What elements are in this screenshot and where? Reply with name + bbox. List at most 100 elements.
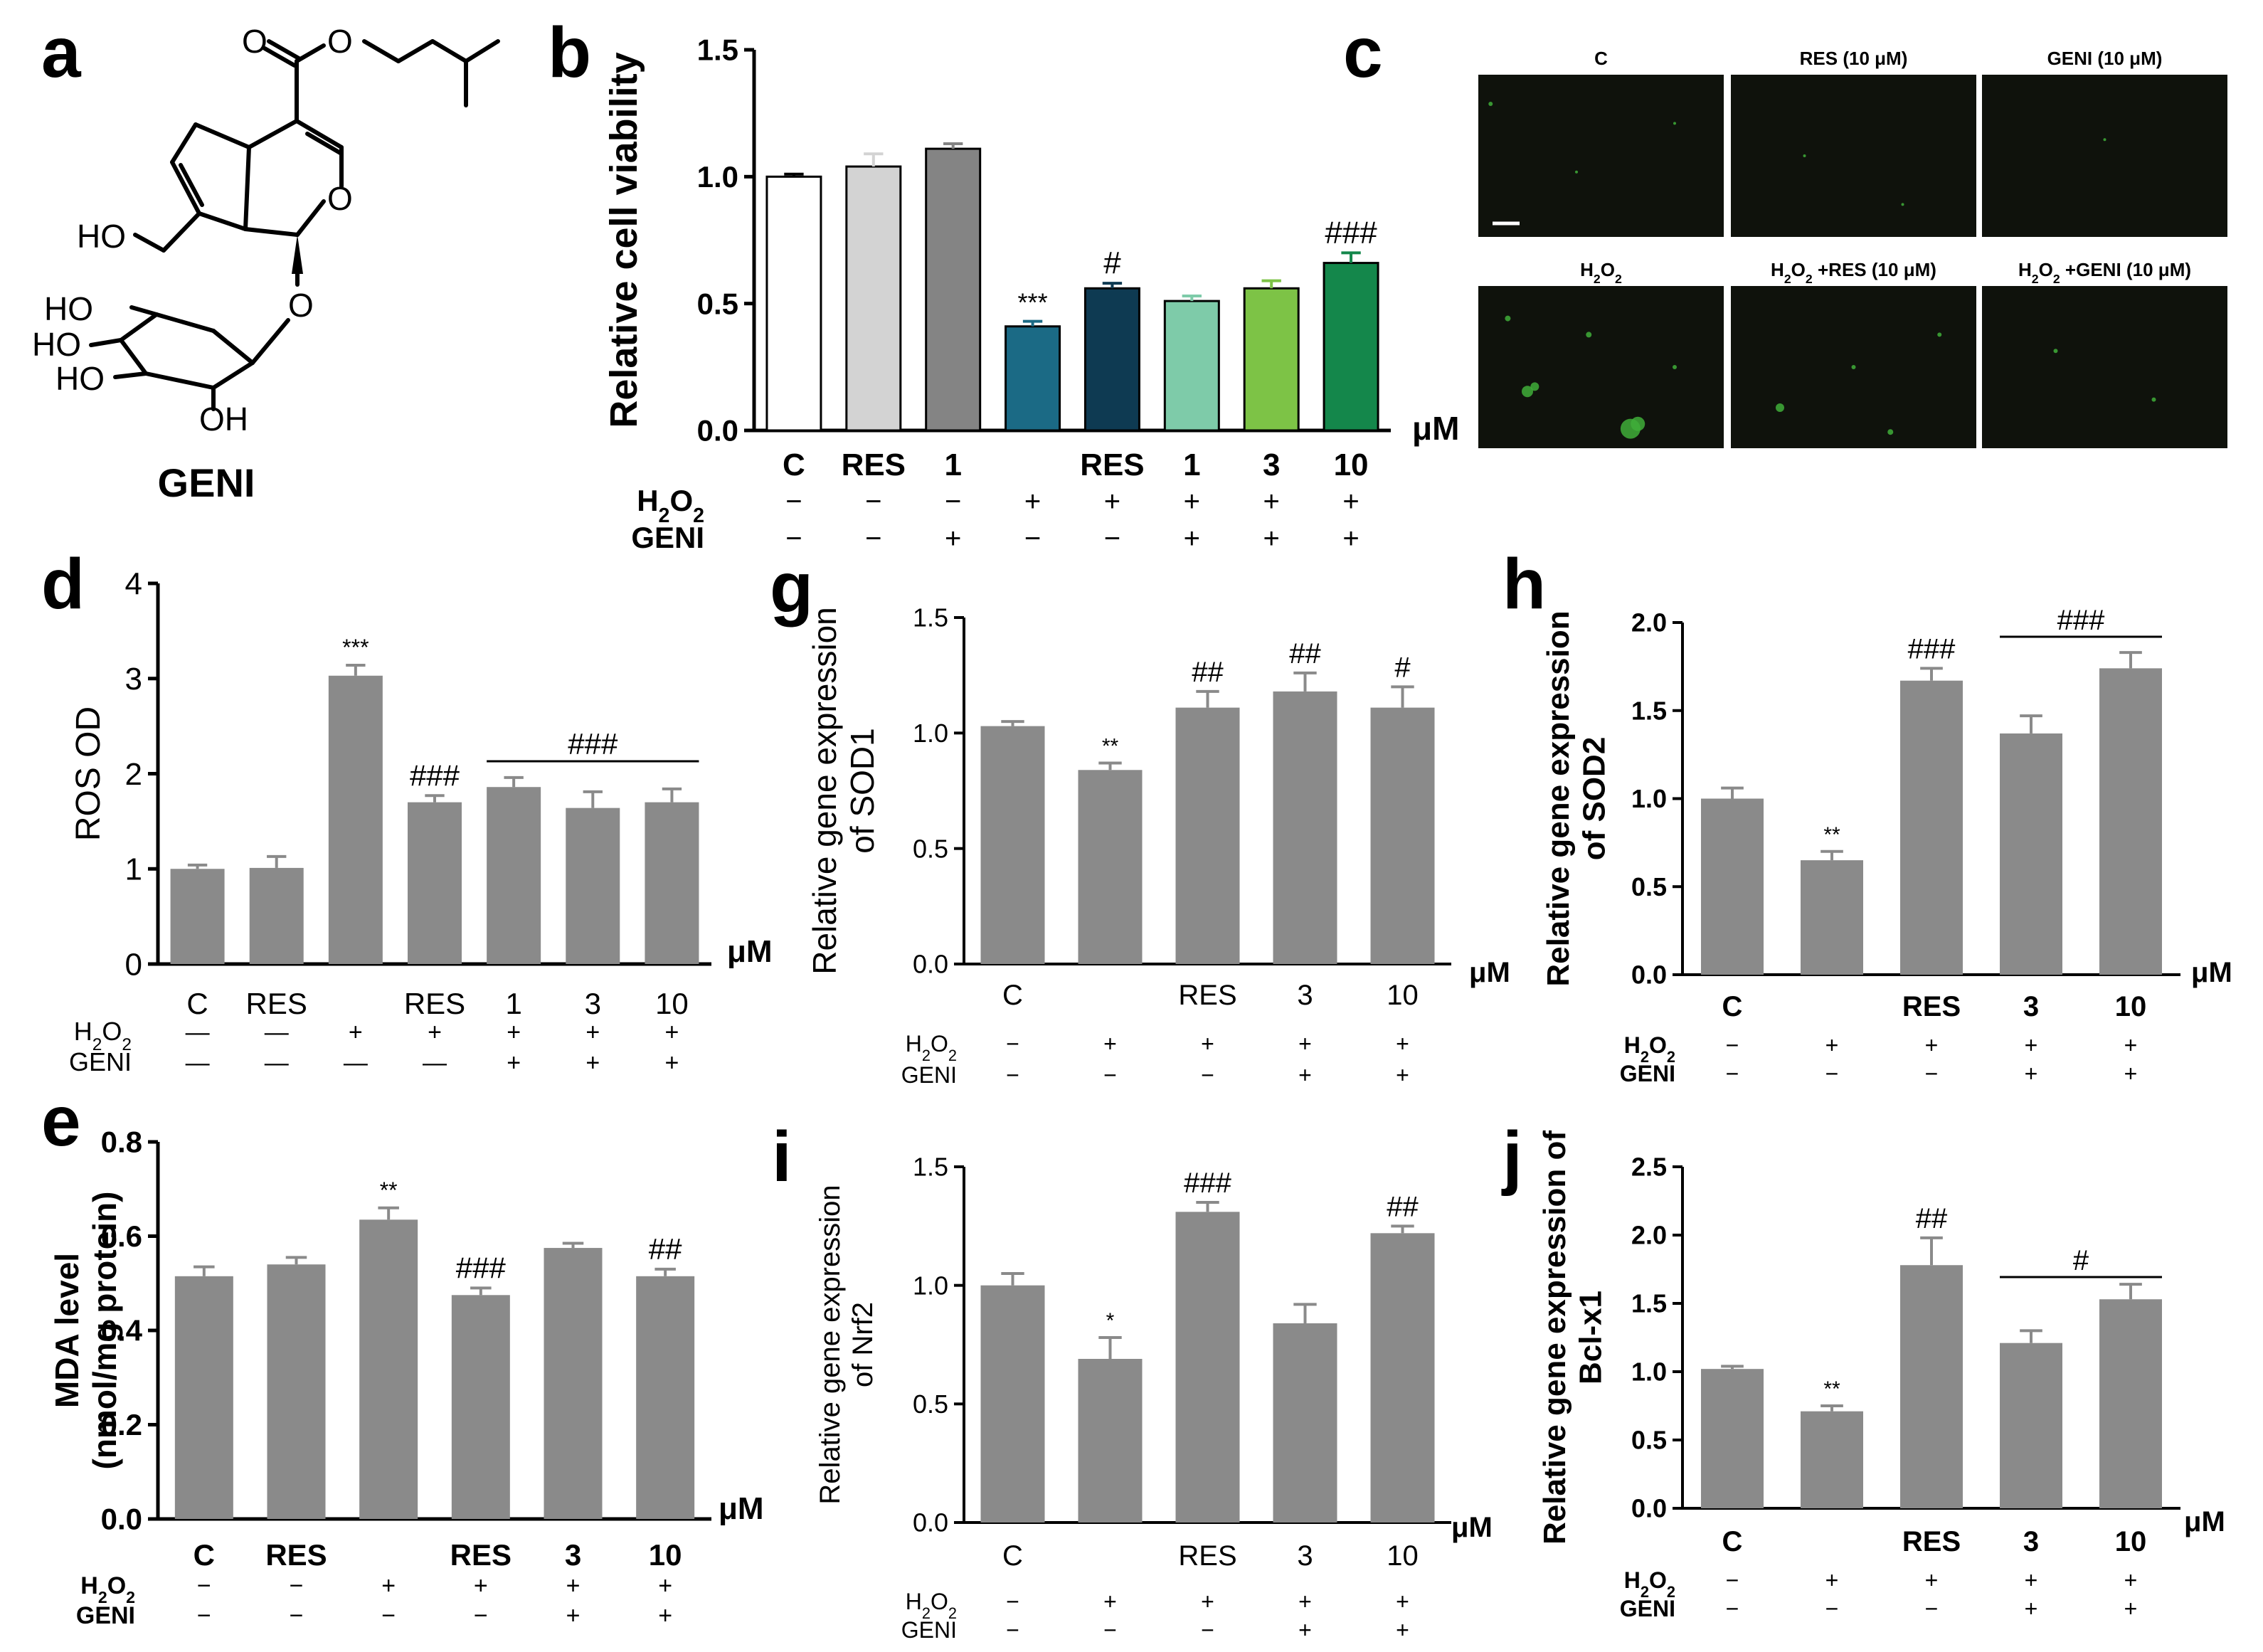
- bar: [1005, 325, 1061, 432]
- h2o2-sign: +: [1103, 1589, 1117, 1614]
- bar: [2099, 668, 2162, 975]
- category-label: C: [1002, 980, 1023, 1011]
- bar: [645, 802, 699, 964]
- h2o2-sign: +: [658, 1572, 672, 1599]
- significance-label: #: [2073, 1245, 2089, 1276]
- category-label: C: [186, 987, 208, 1020]
- unit-label: μM: [719, 1491, 764, 1526]
- y-tick-label: 0.6: [101, 1219, 142, 1253]
- fluorescent-spot: [1937, 332, 1942, 337]
- h2o2-sign: −: [865, 486, 881, 517]
- geni-sign: −: [1006, 1062, 1019, 1088]
- y-tick-label: 2.0: [1631, 1221, 1667, 1250]
- bar: [487, 787, 541, 964]
- geni-sign: −: [1024, 523, 1041, 554]
- geni-sign: −: [1201, 1617, 1214, 1643]
- category-label: 3: [1297, 1540, 1313, 1572]
- y-tick-label: 2: [125, 757, 142, 792]
- geni-sign: +: [945, 523, 961, 554]
- h2o2-sign: +: [2025, 1567, 2038, 1593]
- bar: [1243, 287, 1300, 432]
- geni-sign: +: [2025, 1061, 2038, 1086]
- h2o2-sign: +: [566, 1572, 581, 1599]
- fluorescent-spot: [2053, 349, 2058, 354]
- geni-row-label: GENI: [901, 1062, 957, 1088]
- h2o2-row-label: H2O2: [1624, 1567, 1675, 1601]
- bar: [1175, 707, 1240, 964]
- bar: [1083, 287, 1140, 432]
- significance-label: ###: [568, 727, 618, 761]
- geni-sign: −: [785, 523, 802, 554]
- panel-letter-a: a: [41, 13, 82, 92]
- h2o2-sign: +: [1298, 1031, 1312, 1057]
- y-tick-label: 0: [125, 947, 142, 982]
- category-label: 10: [1387, 980, 1419, 1011]
- geni-sign: +: [1263, 523, 1280, 554]
- bar: [267, 1264, 326, 1519]
- y-tick-label: 1.5: [1631, 1289, 1667, 1318]
- geni-sign: −: [1201, 1062, 1214, 1088]
- geni-sign: −: [1726, 1596, 1739, 1621]
- category-label: 1: [505, 987, 521, 1020]
- category-label: RES: [1902, 1526, 1961, 1557]
- significance-label: ###: [2057, 605, 2105, 636]
- geni-sign: −: [1925, 1596, 1939, 1621]
- h2o2-row-label: H2O2: [906, 1031, 957, 1064]
- bar: [1078, 770, 1143, 964]
- fluorescent-spot: [1488, 102, 1493, 107]
- significance-label: **: [1102, 735, 1119, 758]
- geni-sign: −: [1103, 1062, 1117, 1088]
- micrograph-image: [1982, 75, 2227, 237]
- bar: [980, 1285, 1045, 1523]
- geni-sign: +: [2124, 1596, 2138, 1621]
- micrograph-grid: C RES (10 μM) GENI (10 μM) H2O2 H2O2 +RES (1…: [1478, 48, 2227, 448]
- significance-label: ##: [649, 1232, 682, 1266]
- category-label: RES: [265, 1538, 327, 1572]
- y-axis-label: Relative gene expression: [815, 1185, 846, 1504]
- fluorescent-spot: [1505, 315, 1511, 322]
- bar: [1801, 1411, 1863, 1508]
- bar: [1163, 300, 1220, 432]
- bar: [1900, 1265, 1963, 1508]
- y-axis-label: of Nrf2: [847, 1302, 879, 1387]
- micrograph-image: [1478, 75, 1724, 237]
- fluorescent-spot: [1673, 365, 1677, 369]
- micrograph-title: GENI (10 μM): [2047, 48, 2163, 69]
- h2o2-sign: +: [1298, 1589, 1312, 1614]
- geni-sign: +: [566, 1602, 581, 1629]
- y-tick-label: 1.0: [1631, 1357, 1667, 1387]
- category-label: 3: [2023, 1526, 2039, 1557]
- significance-label: **: [1823, 823, 1840, 847]
- geni-structure: [89, 39, 500, 411]
- h2o2-sign: +: [1201, 1589, 1214, 1614]
- unit-label: μM: [2191, 957, 2232, 988]
- h2o2-sign: +: [349, 1019, 363, 1046]
- bar: [1801, 860, 1863, 975]
- bar: [2000, 733, 2062, 975]
- significance-label: ###: [456, 1251, 507, 1284]
- chart-g: 0.0 0.5 1.0 1.5 Relative gene expression of S…: [806, 603, 1510, 1088]
- significance-label: ###: [1908, 633, 1956, 664]
- significance-label: #: [1394, 652, 1411, 683]
- y-axis-label: Bcl-x1: [1574, 1291, 1609, 1384]
- y-tick-label: 1.5: [913, 1153, 948, 1182]
- h2o2-sign: −: [1006, 1031, 1019, 1057]
- y-tick-label: 0.5: [697, 287, 738, 320]
- category-label: RES: [1080, 448, 1144, 482]
- panel-letter-g: g: [770, 548, 813, 628]
- h2o2-sign: −: [197, 1572, 211, 1599]
- geni-sign: +: [585, 1049, 600, 1076]
- unit-label: μM: [2184, 1506, 2225, 1537]
- h2o2-sign: −: [945, 486, 961, 517]
- category-label: 3: [585, 987, 601, 1020]
- geni-sign: −: [1104, 523, 1120, 554]
- bar: [1900, 680, 1963, 975]
- geni-sign: +: [664, 1049, 679, 1076]
- y-tick-label: 1.0: [913, 719, 948, 748]
- h2o2-sign: +: [664, 1019, 679, 1046]
- category-label: 10: [1387, 1540, 1419, 1572]
- y-tick-label: 0.8: [101, 1126, 142, 1159]
- y-tick-label: 0.4: [101, 1314, 143, 1347]
- category-label: 3: [2023, 991, 2039, 1022]
